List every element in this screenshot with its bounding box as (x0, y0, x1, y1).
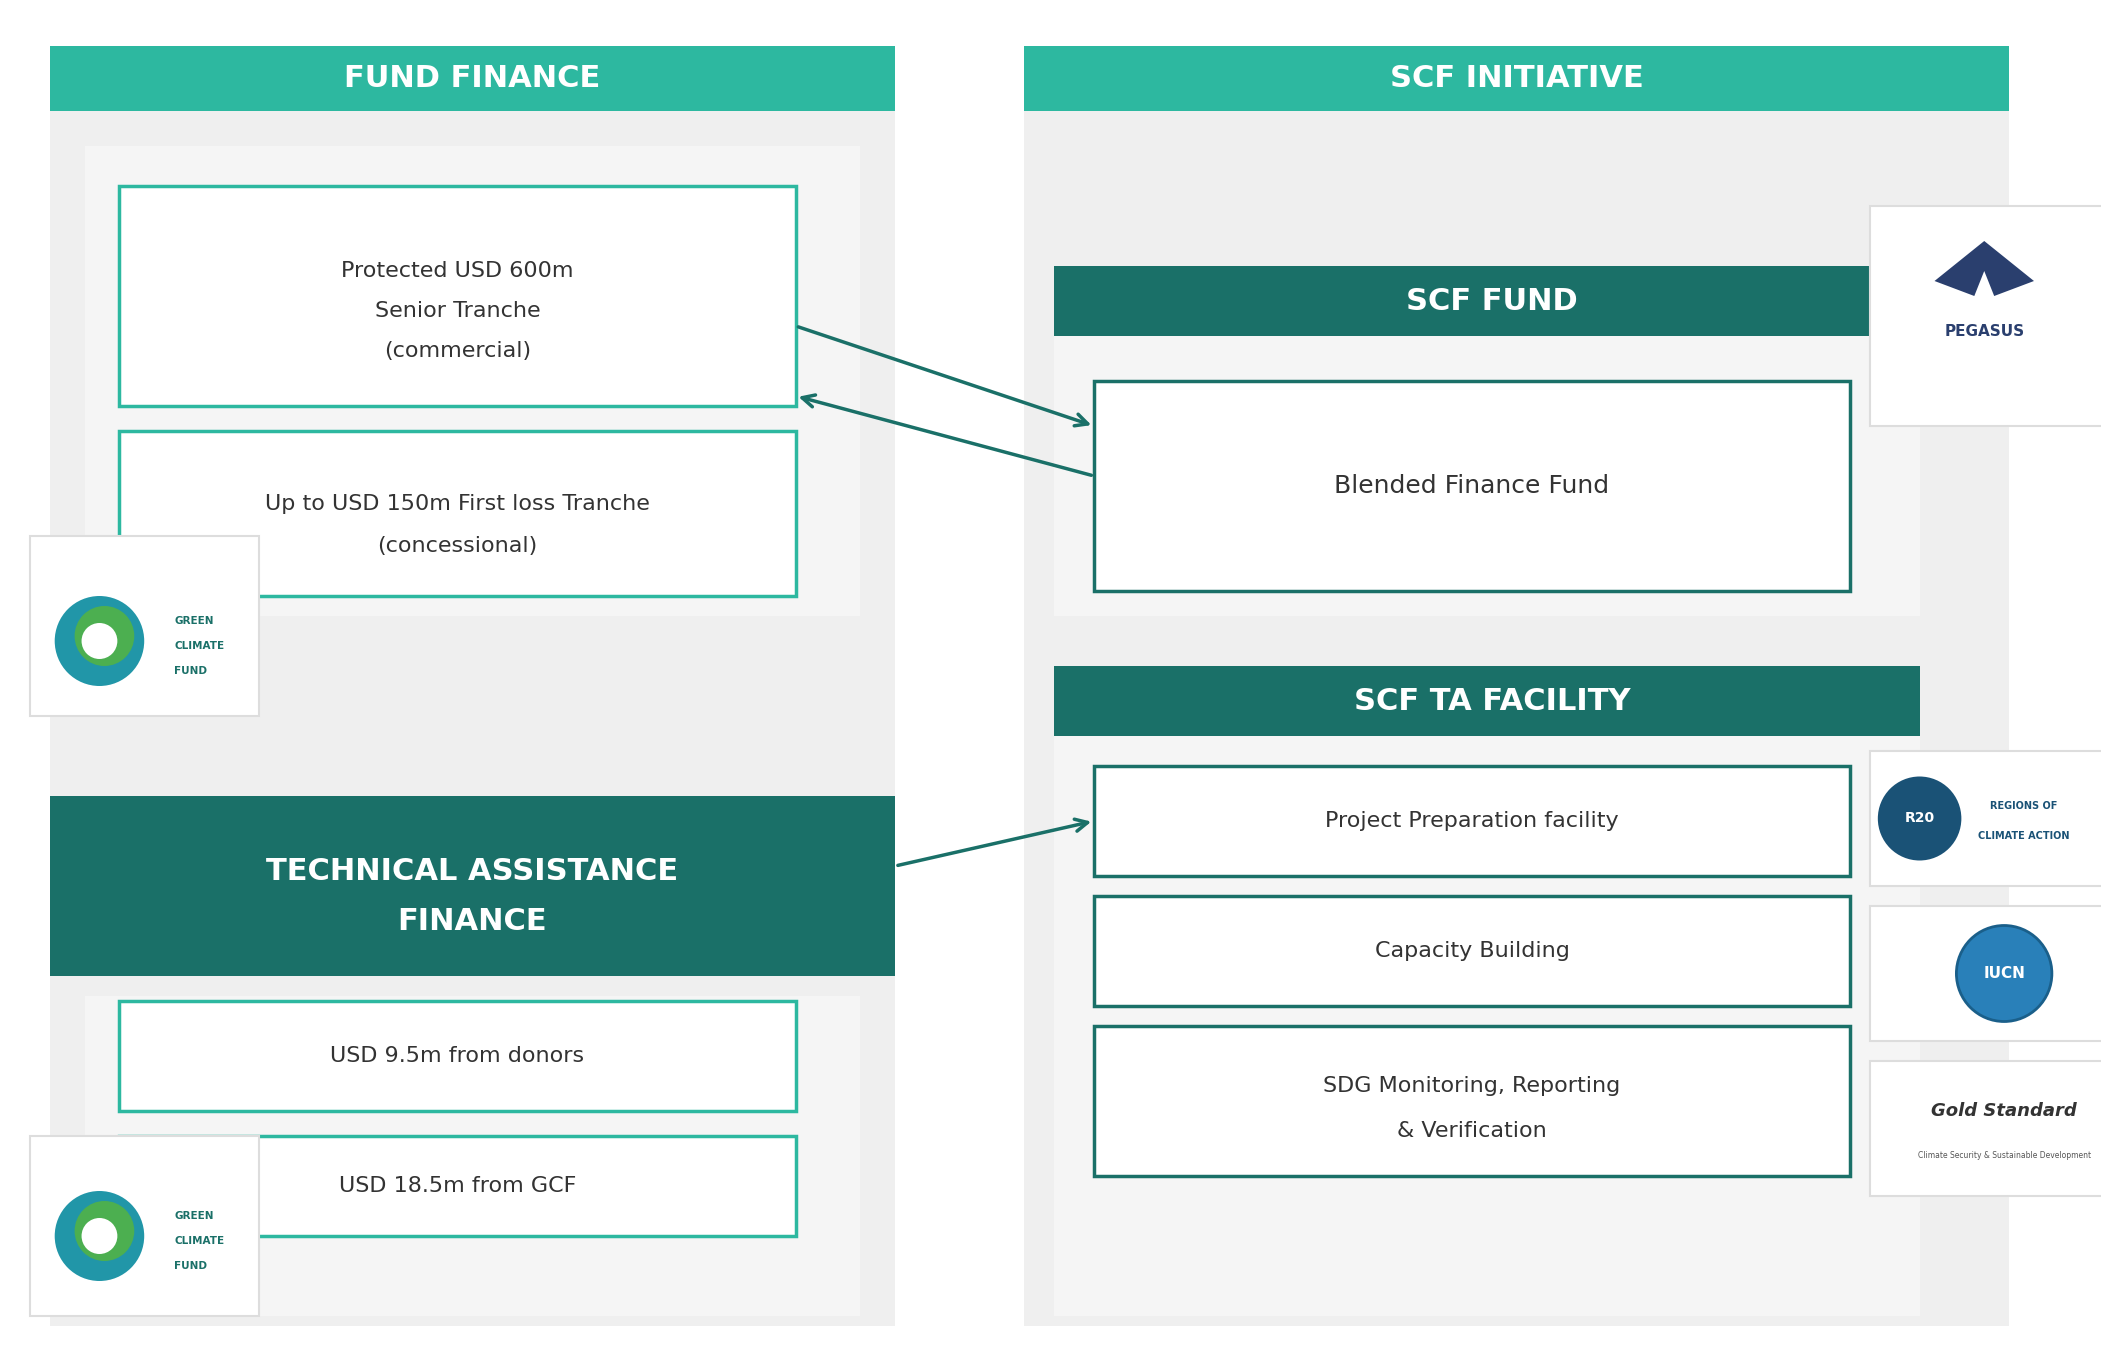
FancyBboxPatch shape (1094, 1026, 1850, 1176)
FancyBboxPatch shape (1054, 667, 1920, 736)
FancyBboxPatch shape (1054, 336, 1920, 616)
FancyBboxPatch shape (1054, 266, 1920, 336)
Text: REGIONS OF: REGIONS OF (1990, 800, 2057, 811)
Text: Protected USD 600m: Protected USD 600m (342, 261, 574, 281)
FancyBboxPatch shape (1024, 46, 2009, 1326)
FancyBboxPatch shape (84, 996, 860, 1315)
Text: Capacity Building: Capacity Building (1375, 941, 1569, 962)
Text: TECHNICAL ASSISTANCE: TECHNICAL ASSISTANCE (266, 856, 678, 885)
Text: FUND: FUND (173, 1261, 207, 1270)
Text: CLIMATE ACTION: CLIMATE ACTION (1979, 831, 2070, 841)
FancyBboxPatch shape (30, 1137, 258, 1315)
FancyBboxPatch shape (120, 1001, 796, 1111)
Text: Up to USD 150m First loss Tranche: Up to USD 150m First loss Tranche (266, 493, 650, 514)
Circle shape (74, 1201, 135, 1261)
FancyBboxPatch shape (1024, 46, 2009, 111)
FancyBboxPatch shape (51, 46, 895, 1326)
FancyBboxPatch shape (30, 535, 258, 716)
FancyBboxPatch shape (120, 1137, 796, 1236)
Text: SDG Monitoring, Reporting: SDG Monitoring, Reporting (1324, 1076, 1620, 1096)
FancyBboxPatch shape (84, 146, 860, 616)
FancyBboxPatch shape (120, 432, 796, 596)
FancyBboxPatch shape (1869, 206, 2112, 426)
Text: USD 18.5m from GCF: USD 18.5m from GCF (338, 1176, 577, 1197)
Text: SCF TA FACILITY: SCF TA FACILITY (1354, 687, 1630, 716)
Circle shape (74, 607, 135, 667)
FancyBboxPatch shape (1869, 1061, 2112, 1197)
Text: GREEN: GREEN (173, 616, 213, 626)
FancyBboxPatch shape (120, 186, 796, 406)
Circle shape (82, 1218, 118, 1254)
Text: IUCN: IUCN (1983, 966, 2025, 981)
FancyBboxPatch shape (51, 796, 895, 975)
Text: SCF FUND: SCF FUND (1407, 287, 1578, 316)
Circle shape (55, 1191, 144, 1281)
Circle shape (55, 596, 144, 686)
FancyBboxPatch shape (1869, 751, 2112, 887)
Text: Gold Standard: Gold Standard (1930, 1102, 2076, 1120)
Circle shape (1956, 926, 2053, 1022)
Text: FUND FINANCE: FUND FINANCE (344, 64, 600, 93)
Text: (concessional): (concessional) (378, 535, 539, 556)
Text: Project Preparation facility: Project Preparation facility (1324, 811, 1618, 831)
FancyBboxPatch shape (51, 46, 895, 111)
Text: GREEN: GREEN (173, 1212, 213, 1221)
Text: CLIMATE: CLIMATE (173, 641, 224, 652)
FancyBboxPatch shape (1054, 736, 1920, 1315)
Text: USD 9.5m from donors: USD 9.5m from donors (329, 1046, 585, 1065)
Text: CLIMATE: CLIMATE (173, 1236, 224, 1246)
Circle shape (82, 623, 118, 658)
FancyBboxPatch shape (1869, 906, 2112, 1041)
Text: Senior Tranche: Senior Tranche (374, 301, 541, 321)
Text: (commercial): (commercial) (384, 342, 530, 361)
Circle shape (1878, 776, 1962, 861)
Text: & Verification: & Verification (1398, 1121, 1546, 1141)
Text: R20: R20 (1905, 811, 1935, 825)
Text: SCF INITIATIVE: SCF INITIATIVE (1390, 64, 1643, 93)
FancyBboxPatch shape (1094, 381, 1850, 591)
FancyBboxPatch shape (1094, 896, 1850, 1005)
Text: FINANCE: FINANCE (397, 907, 547, 936)
Text: Climate Security & Sustainable Development: Climate Security & Sustainable Developme… (1918, 1152, 2091, 1161)
FancyBboxPatch shape (1094, 766, 1850, 876)
Text: Blended Finance Fund: Blended Finance Fund (1335, 474, 1609, 499)
Text: FUND: FUND (173, 667, 207, 676)
Polygon shape (1935, 240, 2034, 296)
Text: PEGASUS: PEGASUS (1945, 324, 2023, 339)
